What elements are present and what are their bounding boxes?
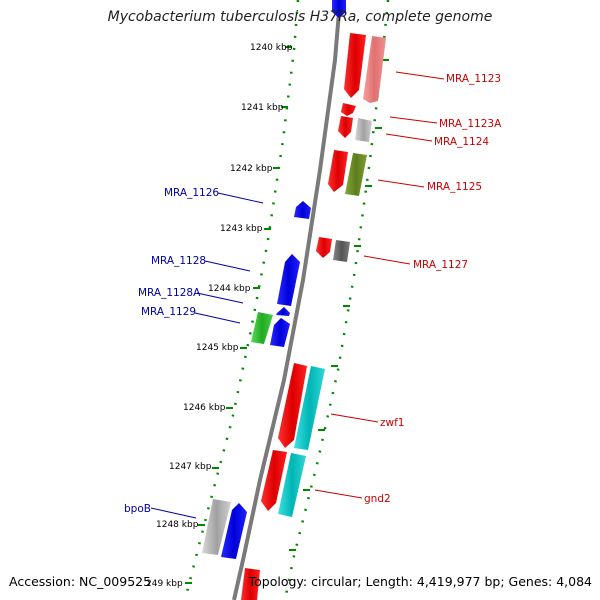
gene-label-mra-1126[interactable]: MRA_1126 (164, 187, 219, 199)
kbp-label-1249: 249 kbp (146, 579, 183, 589)
gene-arrow-mra-1129-blue[interactable] (270, 318, 290, 347)
kbp-label-1242: 1242 kbp (230, 164, 273, 174)
gene-label-bpob[interactable]: bpoB (124, 503, 151, 515)
kbp-label-1241: 1241 kbp (241, 103, 284, 113)
gene-label-mra-1127[interactable]: MRA_1127 (413, 259, 468, 271)
gene-label-mra-1123[interactable]: MRA_1123 (446, 73, 501, 85)
gene-arrow-mra-1125-red[interactable] (328, 150, 348, 192)
kbp-label-1240: 1240 kbp (250, 43, 293, 53)
gene-label-gnd2[interactable]: gnd2 (364, 493, 391, 505)
gene-arrow-bpob-grey[interactable] (202, 499, 231, 555)
kbp-label-1245: 1245 kbp (196, 343, 239, 353)
gene-arrow-mra-1127-red[interactable] (316, 237, 332, 258)
kbp-label-1243: 1243 kbp (220, 224, 263, 234)
gene-label-mra-1128[interactable]: MRA_1128 (151, 255, 206, 267)
gene-arrow-mra-1126[interactable] (294, 201, 311, 219)
genome-summary-text: Topology: circular; Length: 4,419,977 bp… (248, 574, 592, 589)
genome-title: Mycobacterium tuberculosis H37Ra, comple… (107, 9, 493, 25)
genome-backbone (232, 0, 342, 600)
gene-arrow-gnd2-cyan[interactable] (278, 453, 306, 517)
gene-arrow-mra-1128a[interactable] (276, 307, 290, 316)
gene-arrow-mra-1129-green[interactable] (251, 312, 273, 344)
kbp-label-1246: 1246 kbp (183, 403, 226, 413)
gene-label-mra-1128a[interactable]: MRA_1128A (138, 287, 201, 299)
gene-arrow-mra-1128[interactable] (277, 254, 300, 306)
gene-arrow-gnd2-red[interactable] (261, 450, 287, 511)
accession-text: Accession: NC_009525 (9, 574, 152, 589)
kbp-label-1247: 1247 kbp (169, 462, 212, 472)
gene-label-zwf1[interactable]: zwf1 (380, 417, 404, 429)
kbp-label-1248: 1248 kbp (156, 520, 199, 530)
gene-arrow-mra-1127-dark[interactable] (333, 240, 350, 262)
gene-arrow-mra-1123-pink[interactable] (363, 36, 386, 103)
gene-arrow-bpob-blue[interactable] (221, 503, 247, 559)
leader-lines-right (314, 71, 445, 499)
gene-arrow-mra-1124-red[interactable] (338, 116, 353, 138)
gene-arrow-mra-1123-red[interactable] (344, 33, 366, 98)
leader-lines-left (150, 192, 264, 519)
gene-label-mra-1129[interactable]: MRA_1129 (141, 306, 196, 318)
gene-label-mra-1125[interactable]: MRA_1125 (427, 181, 482, 193)
gene-arrow-zwf1-red[interactable] (278, 363, 307, 448)
gene-arrow-mra-1123a[interactable] (341, 103, 356, 116)
gene-label-mra-1124[interactable]: MRA_1124 (434, 136, 489, 148)
gene-arrow-mra-1124-grey[interactable] (355, 118, 372, 142)
gene-arrow-top-partial[interactable] (332, 0, 346, 18)
gene-arrow-zwf1-cyan[interactable] (294, 366, 325, 450)
gene-label-mra-1123a[interactable]: MRA_1123A (439, 118, 502, 130)
gene-arrow-bottom-red[interactable] (241, 568, 260, 600)
gene-arrow-mra-1125-olive[interactable] (345, 153, 367, 196)
kbp-label-1244: 1244 kbp (208, 284, 251, 294)
